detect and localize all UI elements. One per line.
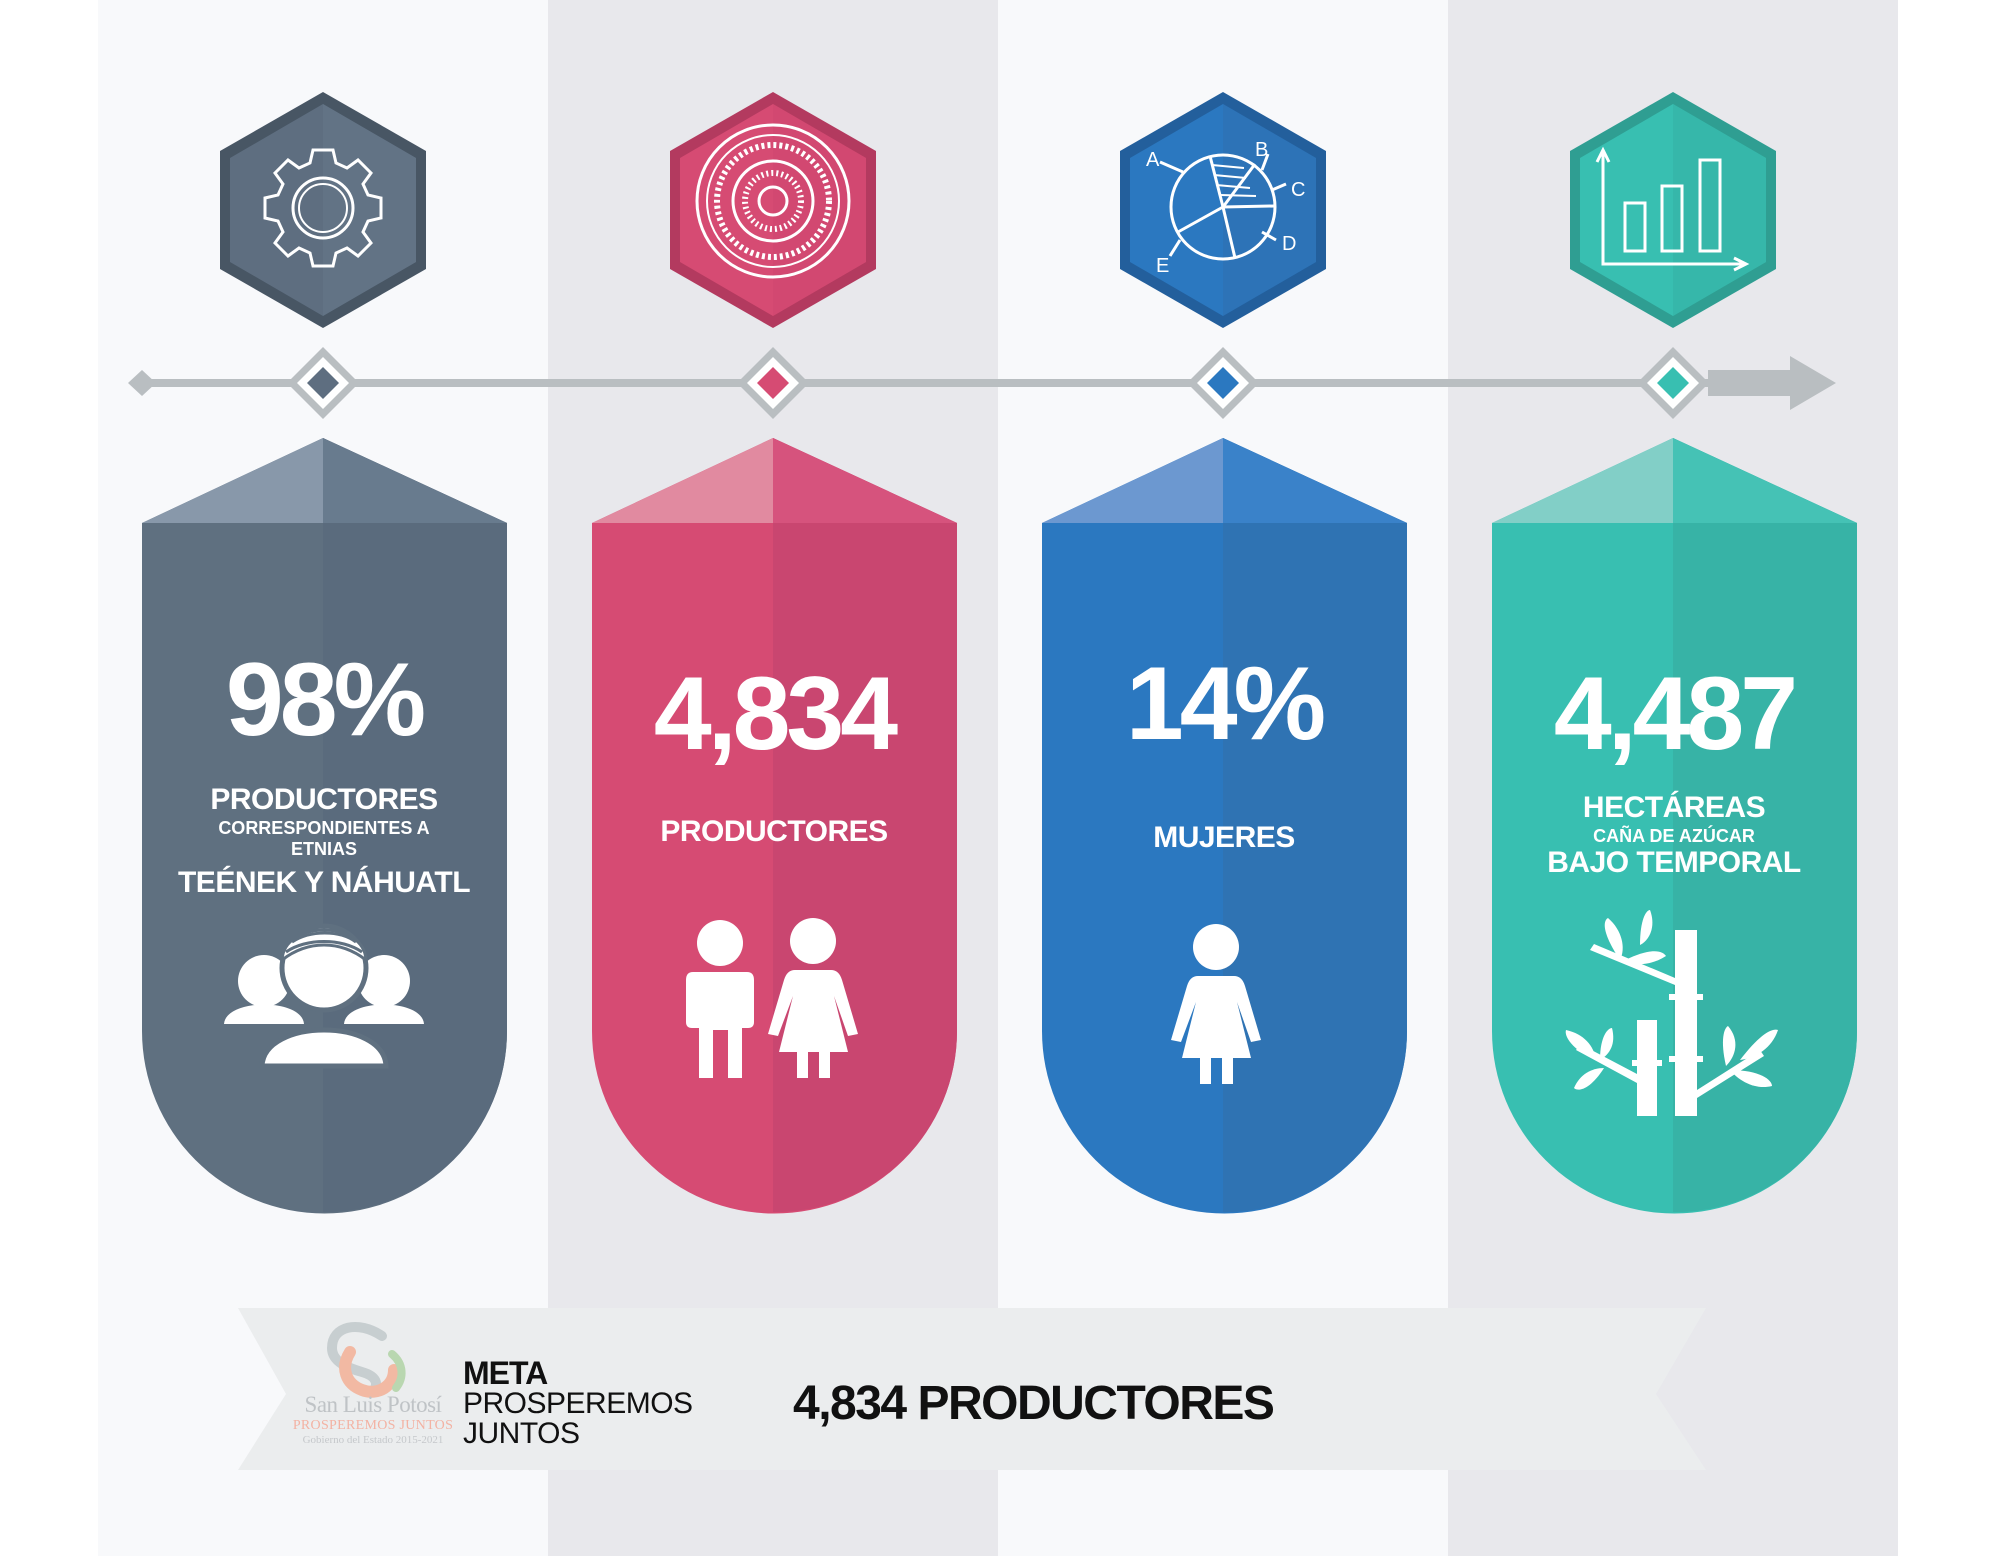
group-icon <box>224 923 424 1069</box>
timeline-marker-3 <box>1187 347 1259 419</box>
stat-value-hectareas: 4,487 <box>1553 656 1798 772</box>
pie-letter-a: A <box>1146 149 1160 171</box>
stat-card-2 <box>592 438 958 1214</box>
stat-value-mujeres: 14% <box>1125 646 1326 762</box>
stat-sublabel-hectareas: CAÑA DE AZÚCAR <box>1593 825 1755 846</box>
meta-line-2: PROSPEREMOS <box>463 1387 693 1421</box>
stat-label-temporal: BAJO TEMPORAL <box>1547 846 1801 880</box>
timeline-marker-2 <box>737 347 809 419</box>
hexagon-badge-2 <box>670 92 876 328</box>
timeline-marker-4 <box>1637 347 1709 419</box>
timeline-marker-1 <box>287 347 359 419</box>
pie-chart-icon <box>1159 153 1287 261</box>
state-logo-text: San Luis Potosí PROSPEREMOS JUNTOS Gobie… <box>292 1392 454 1446</box>
stat-value-etnias: 98% <box>225 642 426 758</box>
pie-letters: A B C D E <box>1146 139 1305 277</box>
stat-card-4 <box>1492 438 1858 1214</box>
woman-icon <box>1171 924 1261 1084</box>
pie-letter-e: E <box>1156 255 1169 277</box>
stat-sublabel-etnias-2: ETNIAS <box>290 839 357 860</box>
hexagon-badge-1 <box>220 92 426 328</box>
pie-letter-c: C <box>1291 179 1305 201</box>
footer-meta: META PROSPEREMOS JUNTOS <box>463 1355 693 1450</box>
bar-chart-icon <box>1595 146 1750 272</box>
stat-label-productores: PRODUCTORES <box>660 815 888 848</box>
stat-card-3 <box>1042 438 1407 1214</box>
timeline-arrow-icon <box>1708 356 1836 410</box>
stat-label-mujeres: MUJERES <box>1153 821 1295 854</box>
timeline <box>128 347 1836 419</box>
stat-value-productores: 4,834 <box>653 656 898 772</box>
timeline-start-marker <box>128 370 156 396</box>
target-icon <box>695 123 851 279</box>
logo-government: Gobierno del Estado 2015-2021 <box>302 1434 444 1446</box>
pie-letter-b: B <box>1255 139 1268 161</box>
hexagon-badge-3: A B C D E <box>1120 92 1326 328</box>
stat-label-hectareas: HECTÁREAS <box>1582 791 1766 824</box>
footer-ribbon <box>238 1308 1706 1470</box>
logo-name: San Luis Potosí <box>304 1392 442 1417</box>
bamboo-icon <box>1565 910 1778 1116</box>
meta-title: META <box>463 1355 548 1391</box>
stat-label-etnias-groups: TEÉNEK Y NÁHUATL <box>177 865 471 899</box>
footer-total: 4,834 PRODUCTORES <box>793 1377 1275 1430</box>
meta-line-3: JUNTOS <box>463 1416 580 1450</box>
gear-icon <box>263 148 383 268</box>
stat-card-1-text: 98% PRODUCTORES CORRESPONDIENTES A ETNIA… <box>142 648 506 898</box>
stat-sublabel-etnias-1: CORRESPONDIENTES A <box>218 817 430 838</box>
stat-card-2-text: 4,834 PRODUCTORES <box>592 662 956 848</box>
stat-label-etnias: PRODUCTORES <box>210 783 438 816</box>
pie-letter-d: D <box>1282 233 1296 255</box>
man-woman-icon <box>686 918 858 1078</box>
state-logo <box>326 1322 406 1398</box>
stat-card-3-text: 14% MUJERES <box>1042 652 1406 854</box>
stat-card-4-text: 4,487 HECTÁREAS CAÑA DE AZÚCAR BAJO TEMP… <box>1492 662 1856 879</box>
logo-slogan: PROSPEREMOS JUNTOS <box>292 1418 454 1433</box>
hexagon-badge-4 <box>1570 92 1776 328</box>
